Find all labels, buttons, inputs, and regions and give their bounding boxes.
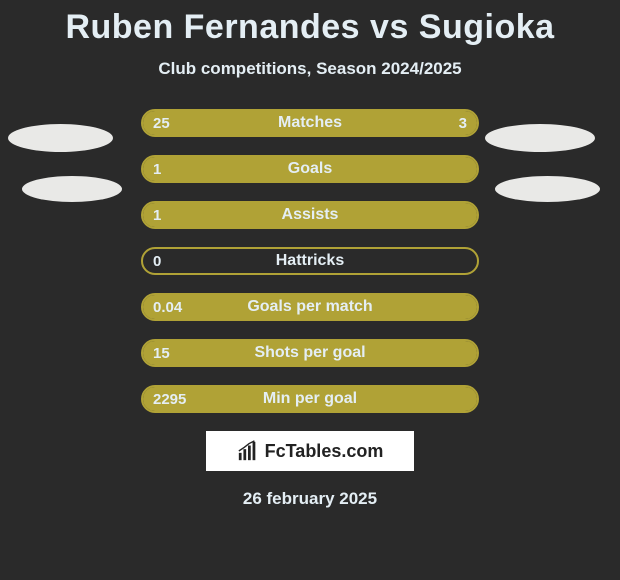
chart-icon — [237, 440, 259, 462]
bar-track — [141, 201, 479, 229]
date-text: 26 february 2025 — [0, 489, 620, 509]
bars-wrapper: Matches253 Goals1 Assists1 Hattricks0 Goals … — [141, 109, 479, 413]
bar-track — [141, 339, 479, 367]
decorative-ellipse — [8, 124, 113, 152]
stats-area: Matches253 Goals1 Assists1 Hattricks0 Goals … — [0, 109, 620, 413]
bar-fill-left — [143, 111, 410, 135]
decorative-ellipse — [485, 124, 595, 152]
bar-track — [141, 155, 479, 183]
branding-text: FcTables.com — [265, 441, 384, 462]
stat-row: Min per goal2295 — [141, 385, 479, 413]
bar-track — [141, 247, 479, 275]
stat-row: Matches253 — [141, 109, 479, 137]
bar-track — [141, 109, 479, 137]
infographic-container: Ruben Fernandes vs Sugioka Club competit… — [0, 0, 620, 580]
bar-fill-left — [143, 157, 477, 181]
page-title: Ruben Fernandes vs Sugioka — [0, 8, 620, 47]
bar-track — [141, 293, 479, 321]
bar-fill-left — [143, 341, 477, 365]
stat-row: Assists1 — [141, 201, 479, 229]
bar-fill-left — [143, 387, 477, 411]
subtitle: Club competitions, Season 2024/2025 — [0, 59, 620, 79]
bar-fill-right — [410, 111, 477, 135]
bar-track — [141, 385, 479, 413]
stat-row: Hattricks0 — [141, 247, 479, 275]
bar-fill-left — [143, 295, 477, 319]
decorative-ellipse — [495, 176, 600, 202]
stat-row: Shots per goal15 — [141, 339, 479, 367]
branding-badge: FcTables.com — [206, 431, 414, 471]
stat-row: Goals1 — [141, 155, 479, 183]
decorative-ellipse — [22, 176, 122, 202]
bar-fill-left — [143, 203, 477, 227]
stat-row: Goals per match0.04 — [141, 293, 479, 321]
